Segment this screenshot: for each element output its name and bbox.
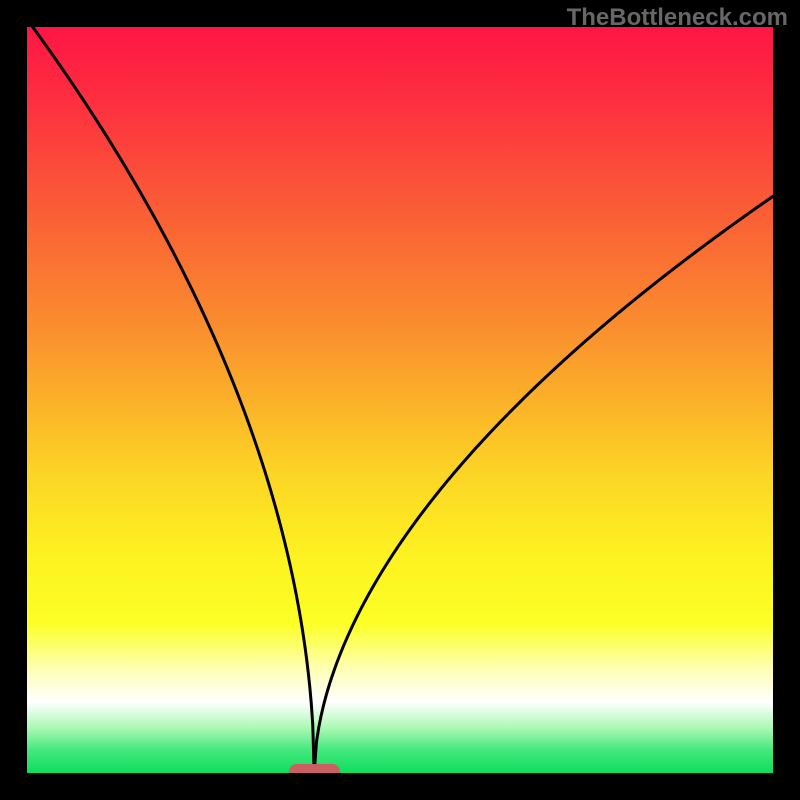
plot-area <box>27 27 773 773</box>
bottleneck-curve <box>27 27 773 773</box>
curve-right-branch <box>314 171 773 773</box>
minimum-marker <box>289 764 340 773</box>
watermark-text: TheBottleneck.com <box>567 4 788 32</box>
curve-left-branch <box>27 27 314 773</box>
